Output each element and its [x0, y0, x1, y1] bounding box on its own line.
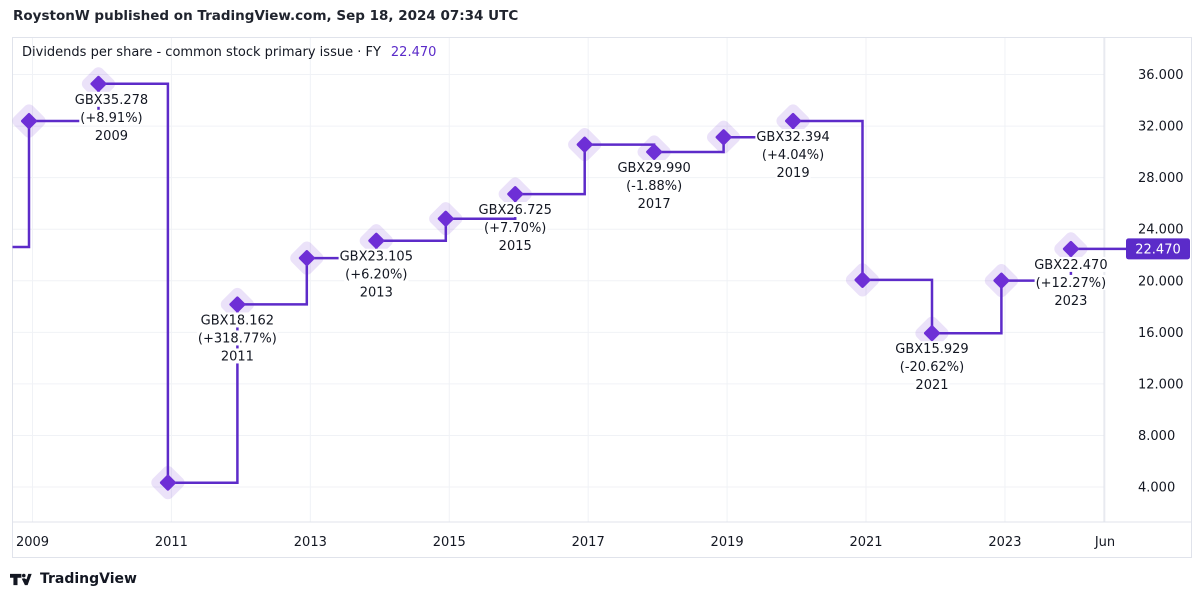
x-axis-label: 2017 [572, 535, 605, 550]
annotation-backdrop [344, 266, 409, 282]
point-annotation-line: GBX18.162 [201, 313, 274, 328]
annotation-backdrop [196, 330, 278, 346]
annotation-backdrop [775, 164, 811, 180]
dividends-step-chart[interactable]: GBX35.278 (+8.91%) 2009 GBX18.162 (+318.77%)… [12, 37, 1192, 558]
point-annotation-line: GBX23.105 [340, 250, 413, 265]
point-annotation-line: GBX35.278 [75, 93, 148, 108]
point-annotation-line: (+4.04%) [762, 148, 824, 163]
annotation-backdrop [79, 109, 144, 125]
y-axis-label: 20.000 [1138, 274, 1184, 289]
annotation-backdrop [914, 377, 950, 393]
data-point-marker[interactable] [507, 185, 524, 203]
y-axis-label: 24.000 [1138, 223, 1184, 238]
tradingview-watermark-text: TradingView [40, 571, 137, 587]
annotation-backdrop [1033, 256, 1109, 272]
point-annotation-line: (+12.27%) [1036, 276, 1107, 291]
tradingview-watermark[interactable]: TradingView [10, 571, 137, 587]
data-point-marker[interactable] [298, 249, 315, 267]
y-axis-label: 16.000 [1138, 326, 1184, 341]
data-point-marker[interactable] [437, 210, 454, 227]
point-annotation-line: 2021 [915, 378, 948, 393]
attribution-text: RoystonW published on TradingView.com, S… [13, 8, 519, 24]
point-annotation-line: 2015 [499, 239, 532, 254]
data-point-marker[interactable] [368, 232, 385, 249]
annotation-backdrop [1034, 274, 1108, 290]
annotation-backdrop [1053, 292, 1089, 308]
y-axis-label: 32.000 [1138, 120, 1184, 135]
data-point-marker[interactable] [576, 136, 593, 153]
x-axis-label: 2013 [294, 535, 327, 550]
point-annotation-line: (+6.20%) [345, 268, 407, 283]
dividend-step-line [12, 82, 1128, 484]
x-axis-label: 2011 [155, 535, 188, 550]
y-axis-label: 36.000 [1138, 68, 1184, 83]
x-axis-label: 2009 [16, 535, 49, 550]
point-annotation-line: (-20.62%) [900, 360, 964, 375]
annotation-backdrop [760, 146, 826, 162]
annotation-backdrop [755, 128, 831, 144]
annotation-backdrop [358, 284, 394, 300]
point-annotation-line: 2013 [360, 286, 393, 301]
point-annotation-line: (-1.88%) [626, 179, 682, 194]
point-annotation-line: 2019 [777, 166, 810, 181]
annotation-backdrop [477, 202, 553, 218]
annotation-backdrop [483, 220, 548, 236]
x-axis-label: 2019 [711, 535, 744, 550]
data-point-marker[interactable] [159, 474, 176, 491]
x-axis-label: Jun [1094, 535, 1115, 550]
data-point-marker[interactable] [229, 296, 246, 313]
data-point-marker[interactable] [646, 143, 663, 160]
annotation-backdrop [497, 238, 533, 254]
point-annotation-line: 2023 [1054, 294, 1087, 309]
x-axis-label: 2021 [849, 535, 882, 550]
annotation-backdrop [625, 177, 684, 193]
point-annotation-line: (+7.70%) [484, 221, 546, 236]
annotation-backdrop [898, 359, 966, 375]
y-axis-label: 4.000 [1138, 481, 1175, 496]
annotation-backdrop [199, 312, 276, 328]
data-point-marker[interactable] [20, 112, 38, 130]
data-point-marker[interactable] [90, 75, 107, 92]
annotation-backdrop [73, 91, 150, 107]
annotation-backdrop [338, 248, 414, 264]
data-point-marker[interactable] [854, 271, 871, 288]
last-price-badge-value: 22.470 [1135, 243, 1181, 258]
annotation-backdrop [219, 348, 255, 364]
annotation-backdrop [636, 195, 672, 211]
data-point-marker[interactable] [784, 112, 802, 129]
point-annotation-line: GBX29.990 [617, 161, 690, 176]
tradingview-logo-icon [10, 573, 32, 585]
point-annotation-line: GBX22.470 [1034, 258, 1107, 273]
x-axis-label: 2023 [988, 535, 1021, 550]
chart-card [12, 37, 1192, 558]
point-annotation-line: 2009 [95, 129, 128, 144]
x-axis-label: 2015 [433, 535, 466, 550]
point-annotation-line: GBX15.929 [895, 342, 968, 357]
annotation-backdrop [894, 341, 970, 357]
point-annotation-line: 2017 [638, 197, 671, 212]
point-annotation-line: 2011 [221, 349, 254, 364]
point-annotation-line: (+8.91%) [80, 111, 142, 126]
data-point-marker[interactable] [1062, 240, 1079, 257]
point-annotation-line: (+318.77%) [198, 331, 277, 346]
point-annotation-line: GBX26.725 [479, 203, 552, 218]
annotation-backdrop [616, 159, 692, 175]
y-axis-label: 8.000 [1138, 429, 1175, 444]
y-axis-label: 28.000 [1138, 171, 1184, 186]
y-axis-label: 12.000 [1138, 377, 1184, 392]
annotation-backdrop [93, 127, 130, 143]
data-point-marker[interactable] [923, 325, 940, 342]
point-annotation-line: GBX32.394 [756, 130, 829, 145]
data-point-marker[interactable] [715, 129, 732, 146]
last-price-badge [1126, 238, 1190, 260]
data-point-marker[interactable] [993, 272, 1010, 289]
